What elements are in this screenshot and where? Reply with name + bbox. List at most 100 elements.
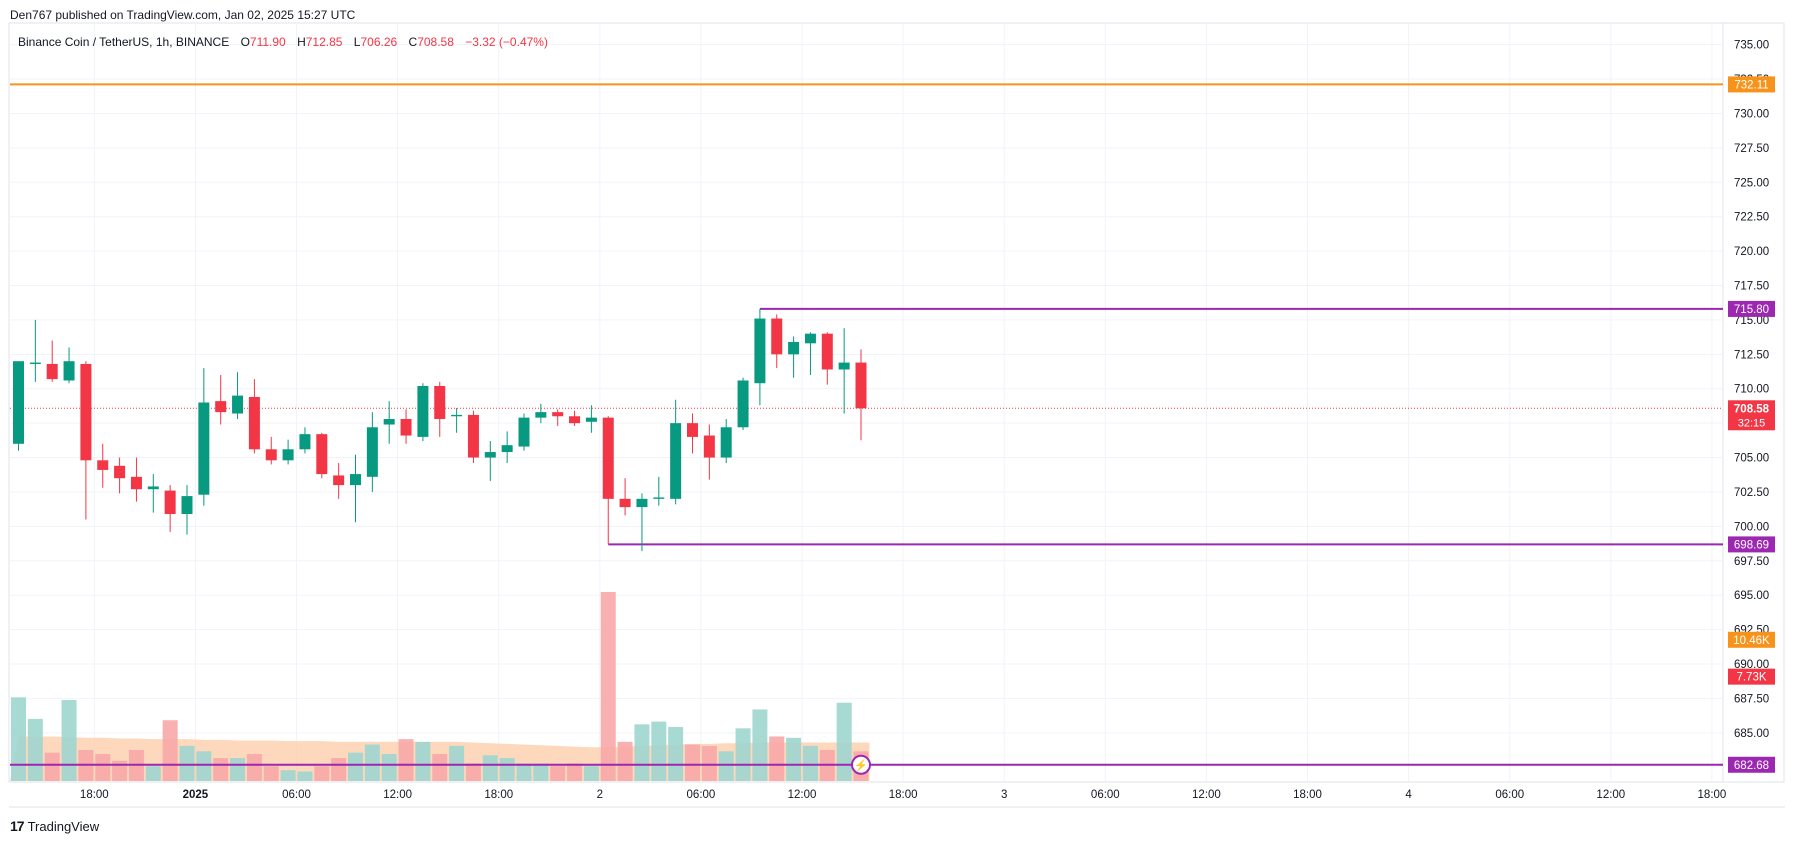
- candle-body: [585, 417, 597, 422]
- y-tick-label: 712.50: [1734, 349, 1769, 361]
- candle-body: [417, 385, 429, 437]
- candle-body: [282, 449, 294, 461]
- tradingview-brand: TradingView: [27, 818, 100, 834]
- candle-body: [838, 362, 850, 370]
- volume-bar: [516, 763, 532, 781]
- candle-body: [164, 490, 176, 514]
- symbol-legend: Binance Coin / TetherUS, 1h, BINANCE O71…: [18, 35, 548, 49]
- volume-bar: [162, 720, 178, 781]
- candle-body: [687, 423, 698, 437]
- volume-bar: [11, 697, 26, 781]
- candle-body: [366, 427, 378, 477]
- last-price-tag: 708.58: [1734, 403, 1770, 415]
- volume-bar: [415, 741, 431, 781]
- level-price-tag: 698.69: [1734, 539, 1769, 551]
- volume-bar: [432, 754, 448, 781]
- bar-countdown: 32:15: [1738, 417, 1766, 429]
- volume-bar: [364, 744, 380, 781]
- candle-body: [804, 333, 816, 344]
- volume-bar: [685, 744, 700, 781]
- candle-body: [518, 417, 530, 447]
- volume-value-tag: 10.46K: [1733, 635, 1770, 647]
- volume-bar: [449, 745, 465, 781]
- candle-body: [130, 476, 142, 490]
- volume-bar: [651, 721, 667, 781]
- change-value: −3.32 (−0.47%): [465, 35, 548, 49]
- candle-body: [265, 449, 277, 461]
- candle-body: [333, 475, 345, 486]
- level-price-tag-bg: [1728, 300, 1775, 317]
- volume-bar: [213, 758, 229, 781]
- candle-body: [400, 419, 412, 436]
- volume-bar: [348, 752, 363, 781]
- x-tick-label: 12:00: [1596, 789, 1625, 801]
- volume-bar: [583, 766, 599, 781]
- volume-bar: [314, 766, 330, 781]
- x-tick-label: 18:00: [484, 789, 513, 801]
- volume-bar: [701, 745, 717, 781]
- symbol-name[interactable]: Binance Coin / TetherUS, 1h, BINANCE: [18, 35, 230, 49]
- x-tick-label: 2: [597, 789, 603, 801]
- candle-body: [569, 416, 581, 424]
- candle-body: [754, 318, 766, 384]
- x-tick-label: 12:00: [1192, 789, 1221, 801]
- candle-body: [535, 412, 547, 418]
- volume-bar: [718, 751, 734, 781]
- y-tick-label: 697.50: [1734, 556, 1769, 568]
- volume-bar: [381, 754, 397, 781]
- volume-bar: [331, 758, 347, 781]
- volume-bar: [802, 745, 818, 781]
- volume-bar: [297, 771, 313, 781]
- close-label: C: [408, 35, 418, 49]
- candle-body: [670, 423, 682, 499]
- volume-bar: [280, 770, 296, 781]
- high-value: 712.85: [305, 35, 343, 49]
- plot-frame: [8, 22, 1785, 783]
- x-tick-label: 06:00: [687, 789, 716, 801]
- candle-body: [215, 401, 227, 413]
- volume-bar: [61, 700, 77, 781]
- volume-bar: [668, 727, 684, 781]
- volume-bar: [482, 755, 498, 781]
- candle-body: [619, 498, 631, 508]
- x-tick-label: 18:00: [889, 789, 918, 801]
- candle-body: [434, 385, 446, 420]
- last-price-tag-bg: [1728, 400, 1775, 431]
- candle-body: [653, 497, 665, 499]
- y-tick-label: 695.00: [1734, 590, 1769, 602]
- x-tick-label: 3: [1001, 789, 1007, 801]
- candle-body: [602, 417, 614, 499]
- x-tick-label: 18:00: [80, 789, 109, 801]
- volume-bar: [786, 737, 802, 781]
- candle-body: [29, 362, 41, 364]
- candle-body: [383, 419, 395, 425]
- tradingview-logo[interactable]: 17 TradingView: [10, 818, 99, 834]
- candle-body: [198, 402, 210, 495]
- candle-body: [703, 435, 715, 458]
- candle-body: [484, 452, 496, 458]
- x-tick-label: 12:00: [383, 789, 412, 801]
- volume-bar: [550, 766, 566, 781]
- events-lightning-icon: [851, 754, 871, 775]
- volume-value-tag-bg: [1728, 631, 1775, 648]
- y-tick-label: 722.50: [1734, 212, 1769, 224]
- y-tick-label: 687.50: [1734, 693, 1769, 705]
- candle-body: [181, 496, 193, 514]
- y-tick-label: 702.50: [1734, 487, 1769, 499]
- volume-bar: [112, 760, 128, 781]
- volume-bar: [499, 758, 515, 781]
- y-tick-label: 727.50: [1734, 143, 1769, 155]
- candle-body: [299, 434, 311, 450]
- candle-body: [248, 396, 260, 450]
- volume-bar: [634, 724, 650, 781]
- volume-bar: [836, 702, 852, 781]
- volume-value-tag: 7.73K: [1736, 672, 1766, 684]
- lightning-glyph: ⚡: [854, 759, 868, 772]
- candle-body: [97, 460, 109, 470]
- x-tick-label: 18:00: [1698, 789, 1727, 801]
- volume-bar: [769, 736, 785, 781]
- level-price-tag-bg: [1728, 756, 1775, 773]
- x-tick-label: 06:00: [282, 789, 311, 801]
- y-tick-label: 717.50: [1734, 281, 1769, 293]
